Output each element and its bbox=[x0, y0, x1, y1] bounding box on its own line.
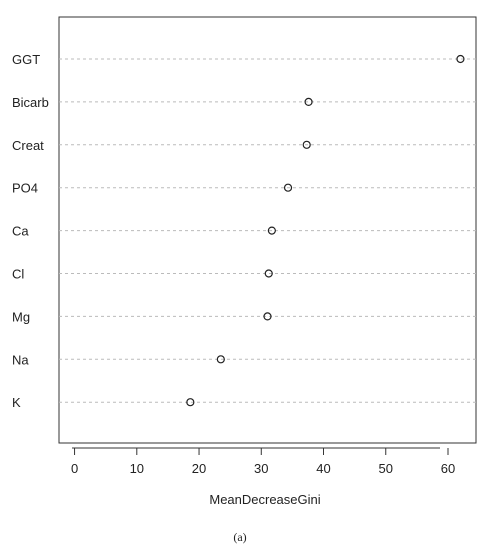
category-label: Cl bbox=[12, 267, 24, 282]
data-point bbox=[186, 398, 195, 407]
category-label: Creat bbox=[12, 138, 44, 153]
x-tick-label: 0 bbox=[71, 461, 78, 476]
data-point bbox=[216, 355, 225, 364]
category-label: Na bbox=[12, 352, 29, 367]
data-points bbox=[186, 54, 465, 407]
x-axis-title: MeanDecreaseGini bbox=[209, 492, 320, 507]
category-label: GGT bbox=[12, 52, 40, 67]
plot-frame bbox=[58, 16, 477, 444]
x-tick-label: 50 bbox=[379, 461, 393, 476]
category-labels: GGT Bicarb Creat PO4 Ca Cl Mg Na K bbox=[12, 52, 49, 410]
data-point bbox=[263, 312, 272, 321]
x-tick-label: 30 bbox=[254, 461, 268, 476]
figure-caption: (a) bbox=[233, 530, 246, 544]
data-point bbox=[264, 269, 273, 278]
x-tick-label: 10 bbox=[130, 461, 144, 476]
data-point bbox=[456, 54, 465, 64]
category-label: Bicarb bbox=[12, 95, 49, 110]
category-label: Ca bbox=[12, 224, 29, 239]
category-label: Mg bbox=[12, 309, 30, 324]
data-point bbox=[302, 140, 311, 149]
category-label: K bbox=[12, 395, 21, 410]
x-tick-label: 40 bbox=[316, 461, 330, 476]
data-point bbox=[304, 97, 313, 107]
data-point bbox=[283, 183, 293, 192]
x-axis: 0 10 20 30 40 50 60 bbox=[71, 447, 455, 476]
x-tick-label: 20 bbox=[192, 461, 206, 476]
category-label: PO4 bbox=[12, 181, 38, 196]
grid-lines bbox=[59, 58, 476, 403]
x-tick-label: 60 bbox=[441, 461, 455, 476]
data-point bbox=[267, 226, 276, 235]
